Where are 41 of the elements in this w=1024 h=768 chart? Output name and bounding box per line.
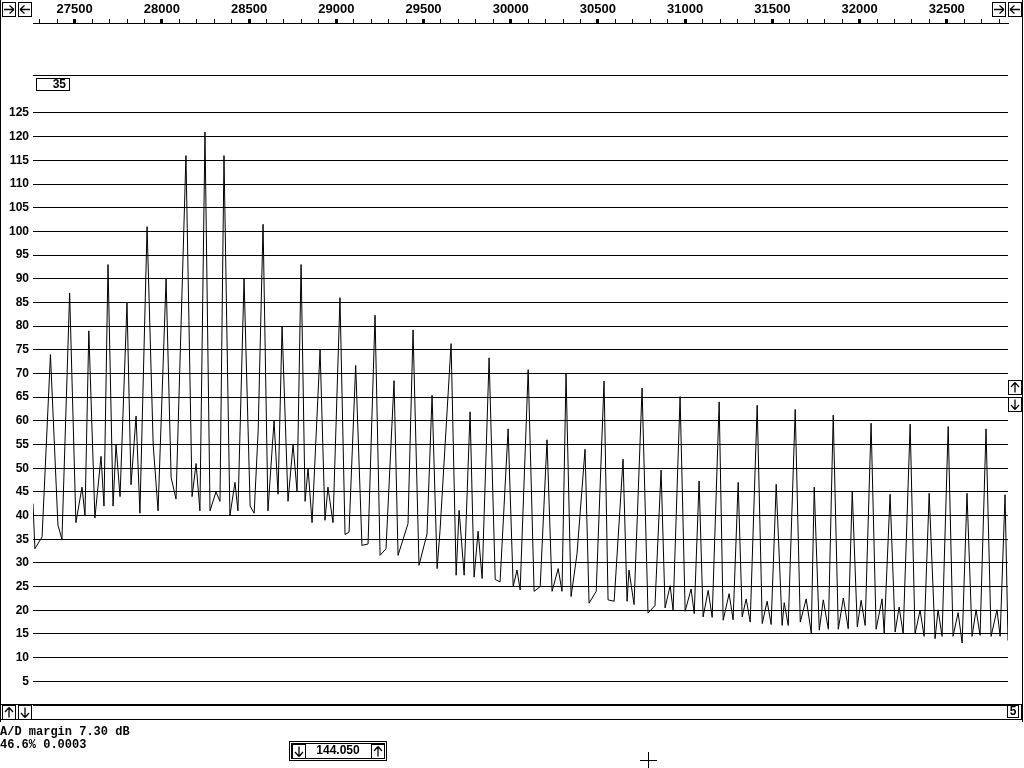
y-tick-label: 75 xyxy=(15,342,30,357)
x-tick-label: 29500 xyxy=(405,0,442,16)
y-tick-label: 100 xyxy=(8,223,30,238)
x-tick-label: 27500 xyxy=(56,0,93,16)
x-tick-label: 28000 xyxy=(143,0,180,16)
y-tick-label: 25 xyxy=(15,578,30,593)
y-tick-label: 120 xyxy=(8,128,30,143)
x-tick-label: 31000 xyxy=(667,0,704,16)
y-tick-label: 65 xyxy=(15,389,30,404)
x-tick-label: 28500 xyxy=(231,0,268,16)
y-tick-label: 80 xyxy=(15,318,30,333)
y-tick-label: 50 xyxy=(15,460,30,475)
y-tick-label: 35 xyxy=(15,531,30,546)
y-tick-label: 5 xyxy=(22,673,30,688)
y-tick-label: 15 xyxy=(15,626,30,641)
x-tick-label: 29000 xyxy=(318,0,355,16)
y-tick-label: 85 xyxy=(15,294,30,309)
text: A/D margin 7.30 dB xyxy=(0,725,130,739)
y-tick-label: 125 xyxy=(8,105,30,120)
y-tick-label: 95 xyxy=(15,247,30,262)
x-tick-label: 32000 xyxy=(841,0,878,16)
x-tick-label: 30000 xyxy=(492,0,529,16)
y-tick-label: 10 xyxy=(15,649,30,664)
annotation: 35 xyxy=(36,77,70,91)
y-tick-label: 105 xyxy=(8,200,30,215)
text: 144.050 xyxy=(315,743,361,758)
y-tick-label: 40 xyxy=(15,507,30,522)
y-tick-label: 30 xyxy=(15,555,30,570)
x-tick-label: 30500 xyxy=(579,0,617,16)
x-tick-label: 32500 xyxy=(928,0,965,16)
y-tick-label: 60 xyxy=(15,413,30,428)
y-tick-label: 20 xyxy=(15,602,30,617)
y-tick-label: 110 xyxy=(9,176,30,191)
y-tick-label: 115 xyxy=(9,152,30,167)
y-tick-label: 70 xyxy=(15,365,30,380)
text: 46.6% 0.0003 xyxy=(0,738,87,752)
y-tick-label: 90 xyxy=(15,271,30,286)
y-tick-label: 45 xyxy=(15,484,30,499)
text: 5 xyxy=(1007,704,1019,718)
y-tick-label: 55 xyxy=(15,436,30,451)
x-tick-label: 31500 xyxy=(754,0,791,16)
